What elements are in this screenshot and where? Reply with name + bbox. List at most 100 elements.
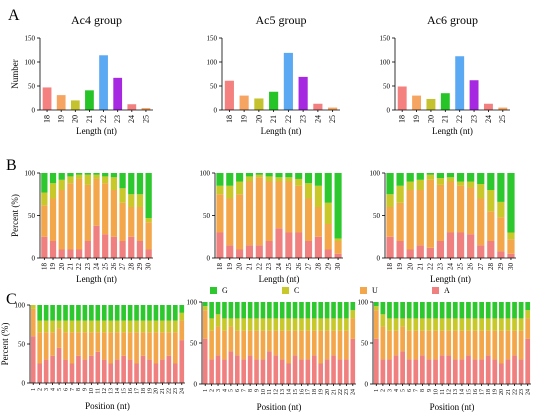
segment-C-17 bbox=[305, 318, 311, 331]
segment-G-9 bbox=[254, 302, 259, 319]
segment-U-21 bbox=[67, 183, 74, 250]
x-tick-label: 30 bbox=[507, 263, 515, 271]
segment-U-29 bbox=[136, 207, 144, 241]
segment-G-16 bbox=[299, 302, 304, 319]
segment-U-13 bbox=[108, 332, 114, 364]
segment-G-20 bbox=[499, 302, 504, 319]
segment-A-20 bbox=[406, 249, 414, 258]
x-tick-label: 24 bbox=[93, 263, 101, 271]
x-tick-label: 8 bbox=[76, 388, 82, 391]
x-tick-label: 19 bbox=[49, 263, 57, 271]
segment-C-29 bbox=[324, 202, 332, 224]
segment-C-22 bbox=[255, 174, 263, 178]
segment-G-14 bbox=[459, 302, 465, 319]
segment-U-20 bbox=[236, 194, 244, 250]
segment-C-24 bbox=[179, 312, 185, 321]
segment-U-22 bbox=[75, 178, 83, 250]
x-tick-label: 25 bbox=[141, 115, 150, 123]
segment-A-26 bbox=[110, 236, 118, 258]
segment-U-16 bbox=[127, 332, 133, 360]
x-tick-label: 19 bbox=[412, 115, 421, 123]
x-tick-label: 12 bbox=[102, 388, 108, 394]
x-tick-label: 26 bbox=[110, 263, 118, 271]
y-tick-label: 100 bbox=[358, 299, 369, 307]
x-tick-label: 18 bbox=[216, 263, 224, 271]
segment-U-23 bbox=[84, 184, 91, 241]
segment-U-17 bbox=[134, 332, 139, 364]
segment-A-20 bbox=[153, 363, 159, 383]
segment-A-18 bbox=[485, 355, 491, 384]
segment-U-18 bbox=[41, 205, 48, 237]
segment-G-13 bbox=[279, 302, 285, 319]
chart-title: Ac5 group bbox=[256, 13, 307, 27]
legend-swatch-G bbox=[210, 287, 217, 294]
segment-U-25 bbox=[102, 183, 109, 235]
segment-A-27 bbox=[304, 241, 313, 258]
segment-G-21 bbox=[67, 173, 74, 177]
legend-label-G: G bbox=[222, 286, 228, 295]
segment-C-19 bbox=[318, 318, 324, 331]
segment-G-12 bbox=[101, 305, 107, 321]
segment-G-3 bbox=[387, 302, 392, 319]
y-tick-label: 100 bbox=[187, 299, 198, 307]
x-tick-label: 12 bbox=[447, 389, 453, 395]
segment-C-11 bbox=[267, 318, 272, 331]
segment-C-20 bbox=[499, 318, 504, 331]
segment-G-8 bbox=[76, 305, 81, 321]
x-tick-label: 1 bbox=[31, 388, 37, 391]
segment-A-30 bbox=[507, 253, 515, 258]
segment-U-20 bbox=[58, 190, 65, 250]
segment-A-24 bbox=[93, 225, 100, 258]
segment-A-20 bbox=[236, 249, 244, 258]
segment-U-22 bbox=[166, 332, 172, 356]
segment-A-17 bbox=[134, 363, 139, 383]
x-tick-label: 9 bbox=[83, 388, 89, 391]
segment-G-29 bbox=[136, 173, 144, 195]
x-tick-label: 17 bbox=[134, 388, 140, 394]
x-tick-label: 23 bbox=[84, 263, 92, 271]
y-axis-label: Number bbox=[10, 59, 20, 89]
x-tick-label: 25 bbox=[457, 263, 465, 271]
segment-C-10 bbox=[433, 318, 438, 331]
x-tick-label: 12 bbox=[274, 389, 280, 395]
segment-U-19 bbox=[49, 198, 57, 241]
segment-C-22 bbox=[512, 318, 517, 331]
segment-A-24 bbox=[179, 340, 185, 383]
segment-G-15 bbox=[121, 305, 126, 321]
segment-A-7 bbox=[69, 363, 75, 383]
chart-b3: 0 50 100 18 19 20 21 22 23 24 25 26 27 28 29 30 Length (… bbox=[370, 170, 516, 284]
bar-25 bbox=[141, 108, 151, 110]
segment-A-11 bbox=[439, 355, 445, 384]
segment-C-25 bbox=[102, 176, 109, 184]
y-tick-label: 50 bbox=[373, 212, 381, 220]
x-tick-label: 17 bbox=[306, 389, 312, 395]
segment-A-23 bbox=[436, 241, 445, 258]
x-tick-label: 29 bbox=[324, 263, 332, 271]
x-tick-label: 14 bbox=[286, 389, 292, 395]
segment-C-11 bbox=[95, 320, 101, 333]
segment-U-12 bbox=[446, 330, 452, 356]
segment-A-7 bbox=[413, 359, 419, 384]
segment-G-18 bbox=[216, 173, 224, 186]
segment-A-29 bbox=[497, 251, 505, 258]
segment-G-8 bbox=[247, 302, 253, 319]
segment-A-6 bbox=[406, 359, 412, 384]
segment-G-23 bbox=[84, 173, 91, 175]
segment-U-4 bbox=[393, 330, 399, 356]
x-tick-label: 19 bbox=[240, 115, 249, 123]
segment-U-19 bbox=[396, 202, 404, 241]
segment-U-8 bbox=[76, 332, 81, 356]
segment-A-20 bbox=[324, 359, 330, 384]
segment-C-26 bbox=[467, 181, 475, 188]
x-tick-label: 23 bbox=[173, 388, 179, 394]
segment-U-20 bbox=[153, 332, 159, 364]
segment-U-2 bbox=[209, 330, 214, 360]
segment-A-22 bbox=[75, 249, 83, 258]
segment-A-16 bbox=[127, 359, 133, 383]
segment-A-24 bbox=[525, 338, 531, 384]
x-tick-label: 24 bbox=[526, 389, 532, 395]
bar-23 bbox=[469, 80, 479, 110]
segment-G-14 bbox=[114, 305, 120, 321]
segment-U-1 bbox=[30, 308, 36, 337]
